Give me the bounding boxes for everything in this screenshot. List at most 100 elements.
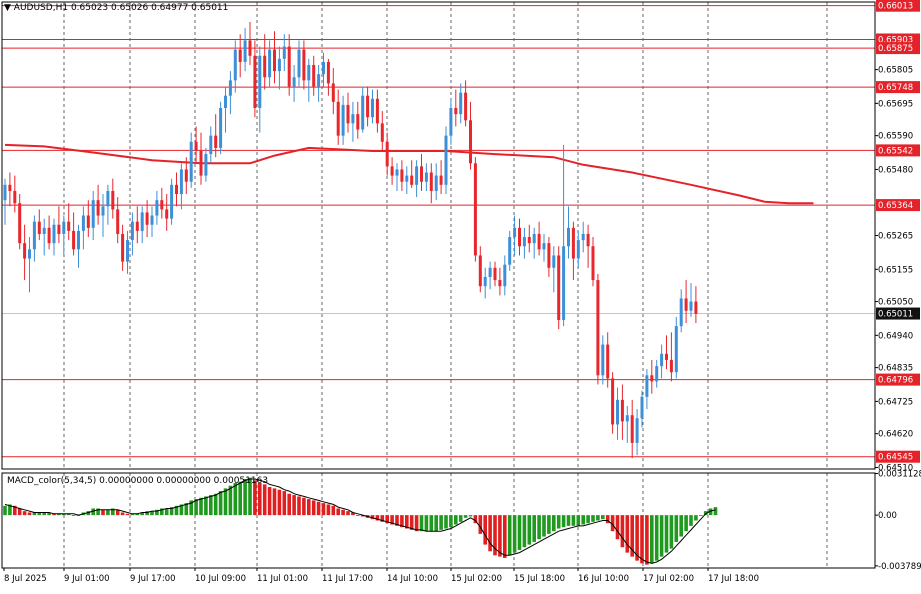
- candle-body: [155, 200, 159, 216]
- time-tick-label: 11 Jul 01:00: [257, 574, 308, 584]
- macd-bar: [703, 511, 708, 516]
- macd-bar: [194, 499, 198, 516]
- price-tick-label: 0.65805: [878, 66, 913, 76]
- candle-body: [233, 49, 237, 81]
- macd-bar: [542, 515, 546, 537]
- candle-body: [326, 61, 330, 84]
- candle-body: [410, 175, 414, 185]
- symbol-name: AUDUSD,H1: [13, 3, 69, 13]
- macd-bar: [458, 515, 463, 522]
- macd-bar: [498, 515, 502, 557]
- candle-body: [292, 77, 296, 87]
- macd-bar: [650, 515, 654, 564]
- candle-body: [620, 399, 624, 422]
- macd-bar: [101, 509, 105, 516]
- candle-body: [86, 215, 90, 228]
- candle-body: [488, 267, 492, 277]
- candle-body: [28, 249, 31, 259]
- macd-bar: [537, 515, 541, 540]
- macd-bar: [169, 507, 174, 516]
- macd-bar: [395, 515, 399, 526]
- macd-bar: [512, 515, 517, 553]
- candle-body: [106, 190, 110, 207]
- dropdown-triangle-icon[interactable]: ▼: [4, 3, 11, 13]
- candle-body: [611, 378, 615, 425]
- candle-body: [8, 184, 12, 191]
- time-tick-label: 17 Jul 02:00: [643, 574, 694, 584]
- candle-body: [57, 224, 61, 234]
- candle-body: [665, 353, 668, 360]
- level-price-tag-text: 0.65542: [878, 146, 913, 156]
- macd-bar: [360, 515, 365, 517]
- macd-bar: [390, 515, 394, 525]
- candle-body: [586, 233, 590, 247]
- macd-bar: [654, 515, 659, 561]
- macd-bar: [370, 515, 375, 520]
- macd-bar: [708, 508, 713, 516]
- candle-body: [439, 175, 443, 185]
- macd-bar: [483, 515, 487, 545]
- price-tick-label: 0.64940: [878, 331, 913, 341]
- candle-body: [405, 175, 409, 182]
- macd-bar: [674, 515, 679, 542]
- macd-bar: [311, 500, 316, 516]
- price-axis[interactable]: 0.65805 0.65695 0.65590 0.65480 0.65265 0.651…: [875, 66, 913, 474]
- candle-body: [464, 92, 468, 121]
- candle-body: [694, 301, 698, 314]
- macd-bar: [493, 515, 497, 556]
- time-tick-label: 14 Jul 10:00: [387, 574, 438, 584]
- candlesticks[interactable]: [3, 21, 698, 459]
- macd-bar: [326, 504, 331, 516]
- price-tick-label: 0.65155: [878, 265, 913, 275]
- candle-body: [253, 55, 257, 108]
- macd-bar: [37, 512, 42, 516]
- macd-bar: [277, 489, 282, 516]
- candle-body: [135, 221, 139, 231]
- macd-bar: [302, 497, 306, 516]
- macd-bar: [351, 512, 355, 516]
- macd-bar: [645, 515, 649, 565]
- macd-bar: [331, 505, 336, 516]
- macd-bar: [233, 483, 238, 516]
- macd-bar: [601, 515, 605, 520]
- macd-bar: [13, 505, 17, 516]
- macd-bar: [424, 515, 429, 532]
- macd-bar: [336, 508, 340, 516]
- candle-body: [13, 190, 17, 204]
- current-price-tag: [876, 307, 920, 320]
- macd-bar: [640, 515, 644, 564]
- candle-body: [552, 255, 556, 268]
- macd-bar: [155, 509, 159, 516]
- macd-bar: [380, 515, 385, 522]
- macd-bar: [91, 508, 95, 516]
- macd-bar: [503, 515, 507, 558]
- macd-bar: [150, 511, 154, 516]
- candle-body: [527, 237, 531, 244]
- time-tick-label: 15 Jul 18:00: [514, 574, 565, 584]
- candle-body: [179, 169, 183, 195]
- macd-tick-label: -0.003789: [878, 562, 921, 572]
- price-tick-label: 0.65050: [878, 298, 913, 308]
- macd-bar: [125, 513, 130, 516]
- macd-bar: [507, 515, 512, 556]
- candle-body: [630, 415, 634, 443]
- candle-body: [669, 359, 673, 373]
- level-price-tag-text: 0.64796: [878, 376, 913, 386]
- macd-bar: [297, 496, 301, 516]
- macd-bar: [213, 493, 218, 516]
- candle-body: [518, 227, 521, 247]
- macd-bar: [209, 495, 213, 516]
- macd-bar: [199, 497, 203, 516]
- candle-body: [503, 264, 507, 287]
- level-price-tag-text: 0.64545: [878, 453, 913, 463]
- candle-body: [380, 123, 384, 142]
- symbol-header[interactable]: ▼ AUDUSD,H1 0.65023 0.65026 0.64977 0.65…: [4, 3, 228, 13]
- candle-body: [424, 172, 428, 182]
- time-axis[interactable]: 8 Jul 2025 9 Jul 01:00 9 Jul 17:00 10 Jul 0…: [3, 568, 759, 584]
- candle-body: [542, 243, 546, 250]
- macd-bar: [115, 509, 120, 516]
- candle-body: [645, 375, 649, 397]
- candle-body: [248, 40, 252, 56]
